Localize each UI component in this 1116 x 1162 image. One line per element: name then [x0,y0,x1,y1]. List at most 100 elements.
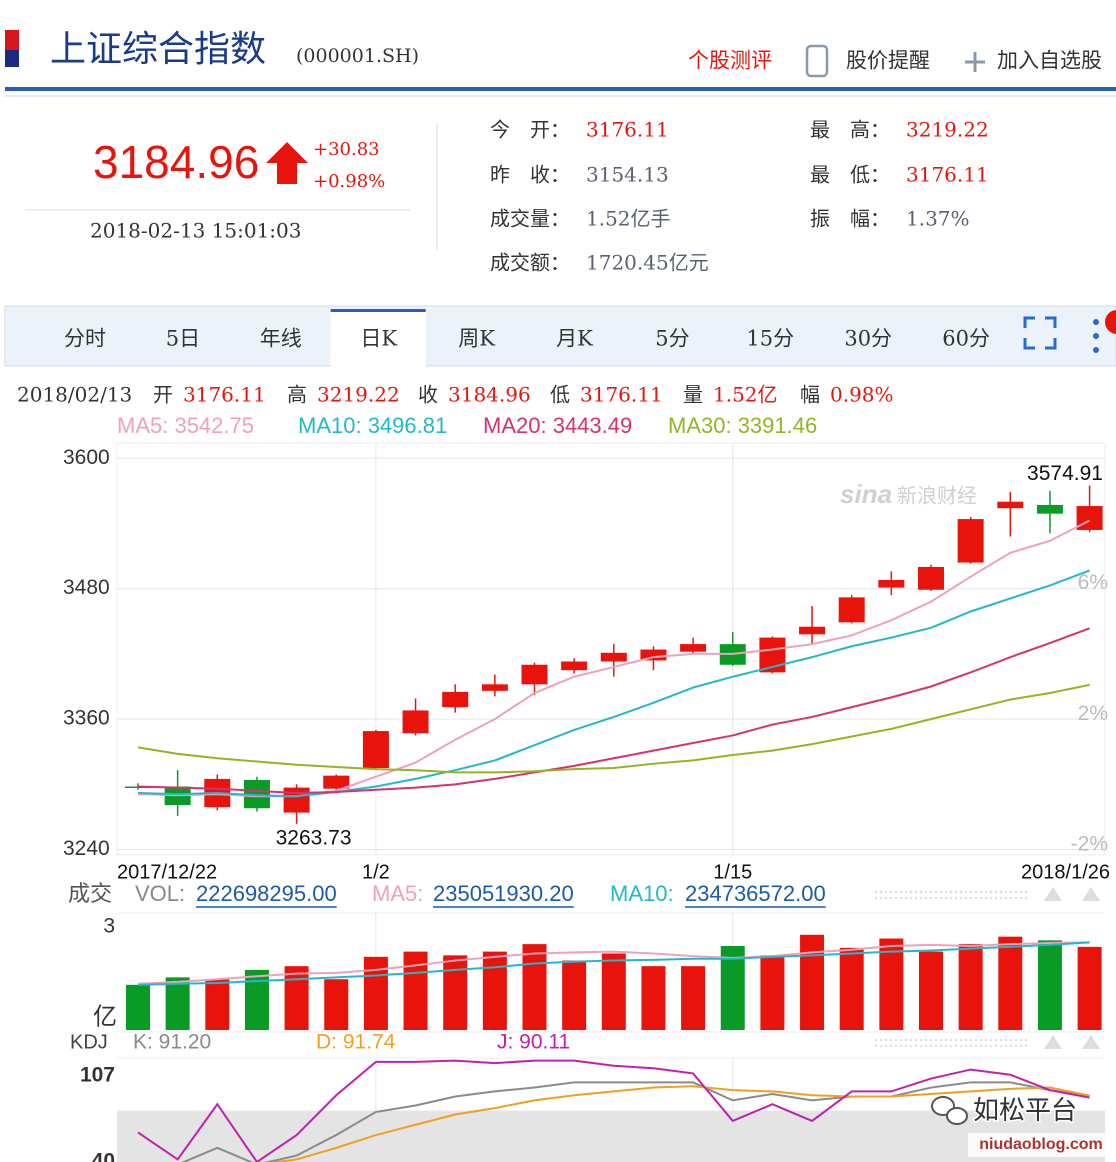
tab[interactable]: 60分 [942,327,990,351]
legend-label: MA20: 3443.49 [483,413,632,438]
tab[interactable]: 年线 [260,327,302,351]
max-label: 3574.91 [1027,462,1103,485]
site-watermark: niudaoblog.com [979,1136,1103,1153]
legend-value: 235051930.20 [433,881,574,906]
x-tick-label: 2017/12/22 [117,861,217,883]
candle-body [442,691,469,708]
volume-bar [443,955,468,1030]
info-value: 0.98% [830,383,894,407]
volume-bar [403,951,428,1030]
line [137,627,1090,795]
candle-body [1036,504,1063,514]
arrow [1082,887,1100,901]
volume-bar [284,966,309,1030]
info-value: 1.52亿 [713,383,778,407]
y-tick-label: 3480 [63,576,110,599]
legend-label: VOL: [135,881,185,906]
line [137,683,1090,774]
volume-bar [958,944,983,1030]
tab[interactable]: 5日 [166,327,200,351]
tab[interactable]: 日K [360,327,397,351]
legend-label: MA30: 3391.46 [668,413,817,438]
info-label: 开 [153,383,173,407]
tab[interactable]: 5分 [655,327,689,351]
info-label: 高 [287,383,307,407]
info-value: 3184.96 [448,383,531,407]
stat-label: 最 低： [810,163,890,187]
tab-bar [4,305,1116,367]
sina-watermark-cn: 新浪财经 [897,484,977,508]
volume-bar [1037,940,1062,1030]
y-tick-label: 40 [92,1150,115,1162]
link-watch[interactable]: 加入自选股 [997,49,1102,73]
stat-label: 成交额： [490,251,570,275]
info-label: 幅 [800,383,820,407]
stat-label: 振 幅： [810,207,890,231]
stat-value: 3219.22 [906,118,989,142]
info-label: 收 [418,383,438,407]
volume-bar [720,946,745,1030]
legend-label: MA5: [372,881,423,906]
info-label: 量 [683,383,703,407]
phone-icon [805,44,829,78]
legend-label: MA10: 3496.81 [298,413,447,438]
volume-bar [800,934,825,1030]
tab[interactable]: 月K [556,327,593,351]
legend-label: MA10: [610,881,674,906]
line [137,941,1090,985]
y2-tick-label: 2% [1078,702,1108,725]
volume-bar [363,956,388,1030]
info-value: 3176.11 [183,383,266,407]
volume-bar [601,953,626,1030]
code: (000001.SH) [296,45,419,67]
candle-body [799,626,826,635]
y-tick-label: 3360 [63,707,110,730]
legend-value: 234736572.00 [685,881,826,906]
line [181,1081,1090,1162]
legend-label: D: 91.74 [316,1031,396,1054]
link-review[interactable]: 个股测评 [688,49,772,73]
x-tick-label: 2018/1/26 [1021,861,1110,883]
stat-value: 1720.45亿元 [586,251,709,275]
title: 上证综合指数 [50,29,266,70]
fullscreen-icon[interactable] [1023,316,1057,350]
stat-label: 成交量： [490,207,570,231]
legend-label: K: 91.20 [133,1031,211,1054]
candle-body [561,661,588,671]
stat-label: 今 开： [490,118,570,142]
x-tick-label: 1/2 [362,861,390,883]
stat-label: 最 高： [810,118,890,142]
volume-bar [998,936,1023,1030]
arrow [1044,1035,1062,1049]
badge [1105,310,1116,334]
volume-bar [1077,946,1102,1030]
active-tab-top [330,309,426,312]
y-tick-label: 107 [80,1064,115,1087]
volume-bar [760,955,785,1030]
wechat-icon [946,1107,968,1125]
site-box [968,1133,1114,1157]
legend-label: MA5: 3542.75 [117,413,254,438]
volume-bar [681,966,706,1030]
stat-label: 昨 收： [490,163,570,187]
tab[interactable]: 15分 [746,327,794,351]
tab[interactable]: 周K [458,327,495,351]
volume-bar [126,984,150,1030]
candle-body [481,684,508,691]
y2-tick-label: -2% [1071,833,1108,856]
legend-value: 222698295.00 [196,881,337,906]
info-value: 3219.22 [317,383,400,407]
menu-dot [1093,319,1099,325]
line [137,1059,1090,1162]
min-label: 3263.73 [276,826,352,849]
volume-bar [324,979,349,1030]
tab[interactable]: 分时 [64,327,106,351]
volume-bar [641,966,666,1030]
candle-body [918,566,944,590]
legend-label: J: 90.11 [497,1031,570,1054]
price: 3184.96 [93,136,259,188]
link-alert[interactable]: 股价提醒 [846,49,930,73]
active-tab [330,310,426,367]
tab[interactable]: 30分 [844,327,892,351]
stat-value: 1.52亿手 [586,207,671,231]
